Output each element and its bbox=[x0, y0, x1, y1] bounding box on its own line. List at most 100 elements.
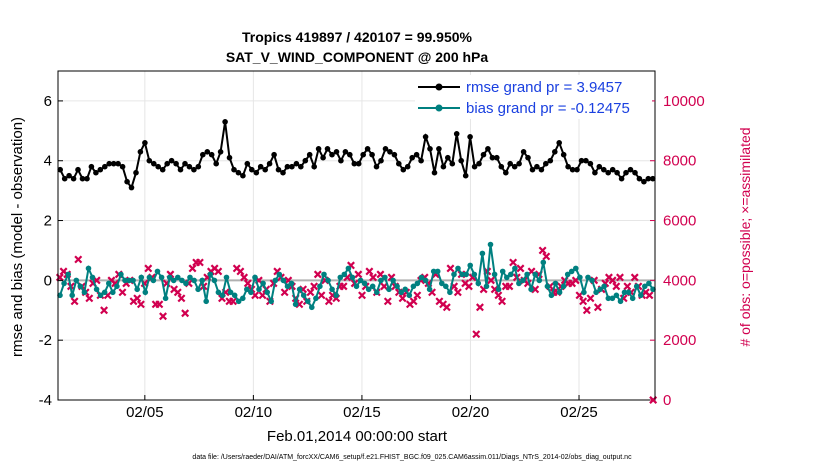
rmse-point bbox=[453, 131, 460, 137]
x-tick-label: 02/10 bbox=[235, 404, 273, 421]
bias-point bbox=[260, 280, 266, 287]
rmse-point bbox=[159, 166, 166, 173]
rmse-point bbox=[119, 163, 126, 170]
rmse-point bbox=[578, 157, 585, 164]
rmse-point bbox=[364, 146, 371, 152]
bias-point bbox=[382, 274, 388, 281]
y-tick-label: 6 bbox=[44, 93, 52, 110]
rmse-point bbox=[503, 169, 509, 176]
rmse-point bbox=[342, 149, 349, 155]
bias-point bbox=[134, 286, 140, 293]
obs-point bbox=[188, 264, 197, 273]
bias-point bbox=[593, 289, 599, 296]
y-tick-label: -4 bbox=[39, 392, 52, 409]
obs-point bbox=[398, 294, 407, 303]
obs-point bbox=[593, 303, 602, 312]
bias-point bbox=[81, 289, 88, 296]
bias-point bbox=[353, 283, 360, 290]
bias-point bbox=[378, 277, 384, 284]
bias-point bbox=[341, 271, 348, 278]
legend-bias-marker bbox=[435, 104, 443, 112]
bias-point bbox=[138, 274, 145, 281]
bias-point bbox=[130, 277, 136, 284]
rmse-point bbox=[458, 157, 465, 164]
rmse-point bbox=[605, 169, 611, 176]
bias-point bbox=[158, 274, 165, 281]
legend-rmse-marker bbox=[435, 83, 443, 91]
obs-point bbox=[354, 270, 363, 279]
bias-point bbox=[106, 280, 112, 287]
rmse-point bbox=[369, 151, 375, 158]
rmse-point bbox=[387, 149, 393, 155]
obs-point bbox=[612, 282, 621, 291]
bias-point bbox=[276, 271, 283, 278]
bias-point bbox=[89, 274, 96, 281]
bias-point bbox=[601, 283, 607, 290]
rmse-point bbox=[173, 160, 179, 167]
rmse-point bbox=[587, 160, 594, 167]
bias-point bbox=[386, 286, 392, 293]
obs-point bbox=[310, 282, 319, 291]
rmse-point bbox=[106, 160, 112, 167]
rmse-point bbox=[347, 151, 353, 158]
rmse-point bbox=[208, 151, 215, 158]
rmse-point bbox=[614, 169, 620, 176]
bias-point bbox=[613, 292, 620, 299]
obs-point bbox=[155, 300, 164, 309]
rmse-point bbox=[623, 169, 629, 176]
bias-point bbox=[633, 283, 640, 290]
rmse-point bbox=[124, 178, 130, 185]
rmse-point bbox=[467, 134, 473, 140]
bias-point bbox=[414, 280, 421, 287]
x-tick-label: 02/15 bbox=[343, 404, 381, 421]
bias-point bbox=[625, 289, 632, 296]
bias-point bbox=[621, 289, 628, 296]
rmse-point bbox=[333, 149, 340, 155]
rmse-point bbox=[516, 160, 522, 167]
obs-point bbox=[475, 303, 484, 312]
rmse-point bbox=[404, 163, 411, 170]
x-axis-label: Feb.01,2014 00:00:00 start bbox=[267, 428, 448, 445]
rmse-point bbox=[574, 166, 580, 173]
bias-point bbox=[150, 277, 157, 284]
obs-point bbox=[159, 312, 168, 321]
obs-point bbox=[317, 291, 326, 300]
rmse-point bbox=[418, 157, 424, 164]
obs-point bbox=[136, 300, 145, 309]
bias-point bbox=[512, 265, 518, 272]
obs-point bbox=[324, 297, 333, 306]
bias-point bbox=[191, 277, 197, 284]
rmse-point bbox=[538, 166, 545, 173]
rmse-point bbox=[240, 172, 246, 179]
bias-point bbox=[447, 289, 453, 296]
bias-point bbox=[231, 292, 238, 299]
bias-point bbox=[268, 298, 275, 305]
rmse-point bbox=[498, 163, 505, 170]
rmse-point bbox=[244, 160, 251, 167]
y2-tick-label: 10000 bbox=[663, 93, 705, 110]
obs-point bbox=[579, 297, 588, 306]
bias-point bbox=[544, 283, 551, 290]
bias-point bbox=[272, 277, 279, 284]
rmse-point bbox=[217, 149, 224, 155]
rmse-point bbox=[373, 163, 380, 170]
bias-point bbox=[374, 289, 380, 296]
bias-point bbox=[252, 274, 258, 281]
bias-point bbox=[195, 286, 201, 293]
obs-point bbox=[586, 294, 595, 303]
bias-point bbox=[443, 283, 449, 290]
rmse-point bbox=[280, 169, 286, 176]
bias-point bbox=[422, 277, 429, 284]
y2-tick-label: 6000 bbox=[663, 213, 696, 230]
rmse-point bbox=[275, 166, 282, 173]
chart-title: Tropics 419897 / 420107 = 99.950% bbox=[242, 29, 473, 45]
x-tick-label: 02/05 bbox=[126, 404, 164, 421]
bias-point bbox=[516, 280, 522, 287]
obs-point bbox=[173, 288, 182, 297]
bias-point bbox=[280, 277, 287, 284]
bias-point bbox=[179, 277, 185, 284]
rmse-point bbox=[320, 154, 326, 161]
rmse-point bbox=[462, 172, 469, 179]
bias-point bbox=[61, 280, 67, 287]
rmse-point bbox=[204, 149, 211, 155]
